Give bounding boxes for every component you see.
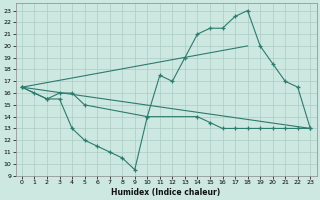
X-axis label: Humidex (Indice chaleur): Humidex (Indice chaleur) — [111, 188, 221, 197]
